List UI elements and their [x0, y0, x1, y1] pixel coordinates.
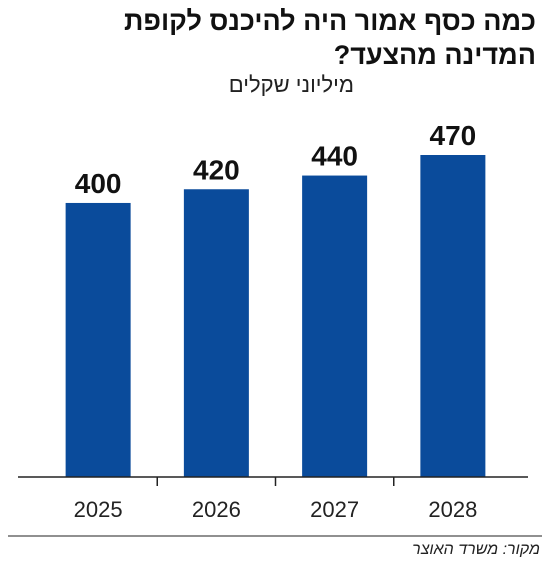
chart-title-line-2: המדינה מהצעד? — [333, 40, 536, 70]
chart-title-line-1: כמה כסף אמור היה להיכנס לקופת — [123, 6, 536, 36]
x-tick-label-2026: 2026 — [192, 497, 241, 522]
bar-value-label-2026: 420 — [193, 154, 240, 185]
x-axis-ticks-group — [156, 477, 395, 486]
chart-subtitle-units: מיליוני שקלים — [228, 72, 354, 97]
bar-value-label-2027: 440 — [311, 141, 358, 172]
x-tick-label-2027: 2027 — [310, 497, 359, 522]
bar-2028 — [420, 155, 486, 477]
bar-value-label-2028: 470 — [430, 120, 477, 151]
bar-2026 — [183, 189, 249, 478]
value-labels-group: 400 420 440 470 — [75, 120, 476, 199]
source-note: מקור: משרד האוצר — [412, 541, 540, 558]
x-axis-labels-group: 2025 2026 2027 2028 — [74, 497, 478, 522]
bar-2025 — [65, 202, 131, 477]
x-tick-label-2028: 2028 — [428, 497, 477, 522]
bars-group — [65, 155, 486, 478]
x-tick-label-2025: 2025 — [74, 497, 123, 522]
chart-title: כמה כסף אמור היה להיכנס לקופת המדינה מהצ… — [16, 4, 536, 72]
bar-value-label-2025: 400 — [75, 168, 122, 199]
bar-2027 — [302, 175, 368, 477]
